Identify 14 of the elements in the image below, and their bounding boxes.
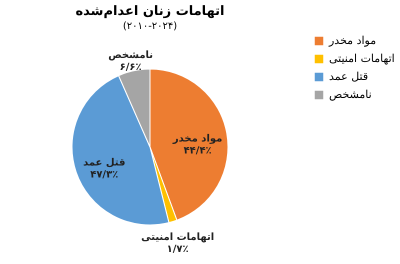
legend-label: مواد مخدر bbox=[328, 34, 376, 47]
legend-label: اتهامات امنیتی bbox=[329, 52, 395, 65]
data-label: ۶/۶٪ bbox=[120, 62, 142, 74]
legend-label: نامشخص bbox=[329, 88, 372, 101]
data-label: ۱/۷٪ bbox=[166, 244, 189, 255]
slice-label: مواد مخدر bbox=[172, 134, 222, 145]
data-label: ۴۴/۴٪ bbox=[184, 146, 212, 157]
legend-label: قتل عمد bbox=[329, 70, 368, 83]
slice-label: اتهامات امنیتی bbox=[141, 232, 214, 243]
data-label: ۴۷/۳٪ bbox=[90, 170, 118, 181]
slice-label: قتل عمد bbox=[83, 158, 126, 169]
slice-label: نامشخص bbox=[108, 50, 154, 62]
chart-subtitle: (۲۰۱۰-۲۰۲۴) bbox=[122, 21, 178, 32]
chart-title: اتهامات زنان اعدام‌شده bbox=[76, 4, 224, 19]
